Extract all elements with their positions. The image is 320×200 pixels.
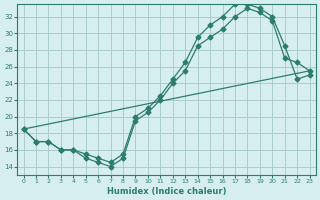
- X-axis label: Humidex (Indice chaleur): Humidex (Indice chaleur): [107, 187, 226, 196]
